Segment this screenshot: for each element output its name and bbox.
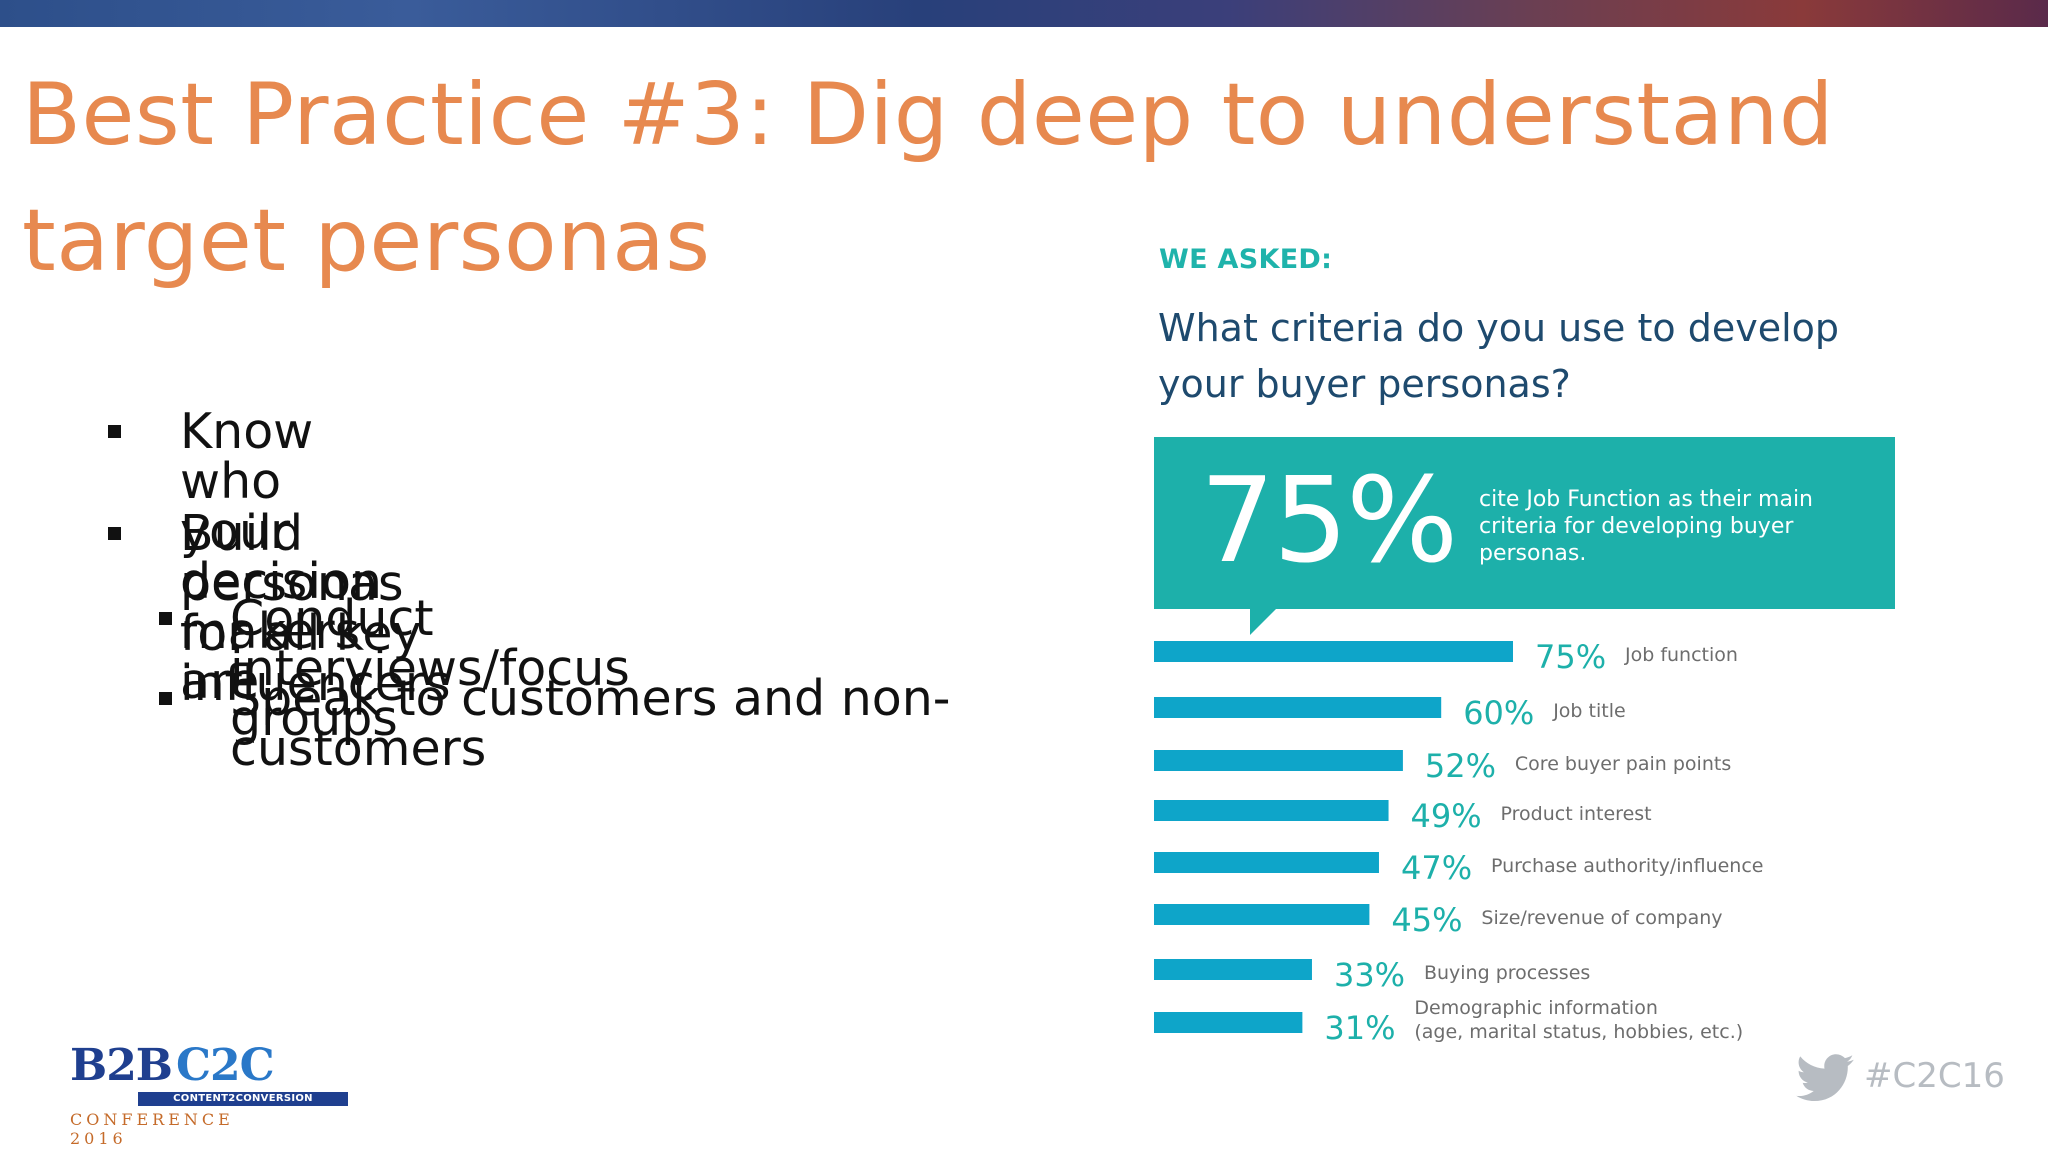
bar-value-label: 31% [1324, 1009, 1395, 1047]
bar [1154, 904, 1370, 925]
bullet-marker [159, 692, 172, 705]
bar-category-label: Buying processes [1424, 962, 1590, 984]
bar-category-label: Size/revenue of company [1481, 907, 1722, 929]
bar [1154, 852, 1379, 873]
bullet-text: Build personas for all key influencers [180, 505, 451, 712]
bar-category-label: Purchase authority/influence [1491, 855, 1764, 877]
bar-category-label: Job title [1552, 700, 1625, 722]
logo-b2b: B2B [70, 1040, 173, 1091]
survey-question: What criteria do you use to develop your… [1158, 306, 1840, 406]
top-banner [0, 0, 2048, 27]
bar-category-label: Product interest [1501, 803, 1652, 825]
bullet-marker [159, 612, 172, 625]
callout-tail [1250, 609, 1276, 635]
hashtag-text: #C2C16 [1864, 1056, 2005, 1096]
bar-value-label: 45% [1391, 901, 1462, 939]
bar [1154, 750, 1403, 771]
sub-bullet-item: Speak to customers and non-customers [159, 674, 970, 774]
bar [1154, 1012, 1303, 1033]
callout-box [1154, 437, 1895, 609]
bullet-text: Speak to customers and non-customers [230, 670, 951, 777]
bullet-text: Know who your decision makers are [180, 403, 382, 710]
logo-c2c: C2C [176, 1040, 275, 1091]
bar-value-label: 75% [1535, 638, 1606, 676]
we-asked-label: WE ASKED: [1159, 244, 1333, 275]
twitter-bird-icon [1796, 1054, 1854, 1102]
logo-conference: CONFERENCE 2016 [70, 1110, 234, 1148]
bar [1154, 959, 1312, 980]
bullet-text: Conduct interviews/focus groups [230, 590, 630, 747]
sub-bullet-item: Conduct interviews/focus groups [159, 594, 630, 744]
bar-value-label: 49% [1411, 797, 1482, 835]
logo-subtitle: CONTENT2CONVERSION [138, 1092, 348, 1106]
conference-logo: B2B C2C CONTENT2CONVERSION CONFERENCE 20… [68, 1040, 348, 1148]
bar [1154, 641, 1513, 662]
bar-category-label: Demographic information (age, marital sta… [1414, 997, 1743, 1043]
bullet-item: Build personas for all key influencers [108, 509, 451, 709]
bar [1154, 800, 1389, 821]
bar-value-label: 60% [1463, 694, 1534, 732]
bar-value-label: 52% [1425, 747, 1496, 785]
bar-value-label: 33% [1334, 956, 1405, 994]
bar-category-label: Job function [1624, 644, 1738, 666]
bar [1154, 697, 1442, 718]
bar-category-label: Core buyer pain points [1515, 753, 1731, 775]
bullet-item: Know who your decision makers are [108, 407, 382, 707]
bullet-marker [108, 527, 121, 540]
bullet-marker [108, 425, 121, 438]
callout-percentage: 75% [1200, 451, 1458, 589]
bar-value-label: 47% [1401, 849, 1472, 887]
callout-text: cite Job Function as their main criteria… [1479, 487, 1813, 566]
slide-title: Best Practice #3: Dig deep to understand… [22, 65, 1834, 291]
